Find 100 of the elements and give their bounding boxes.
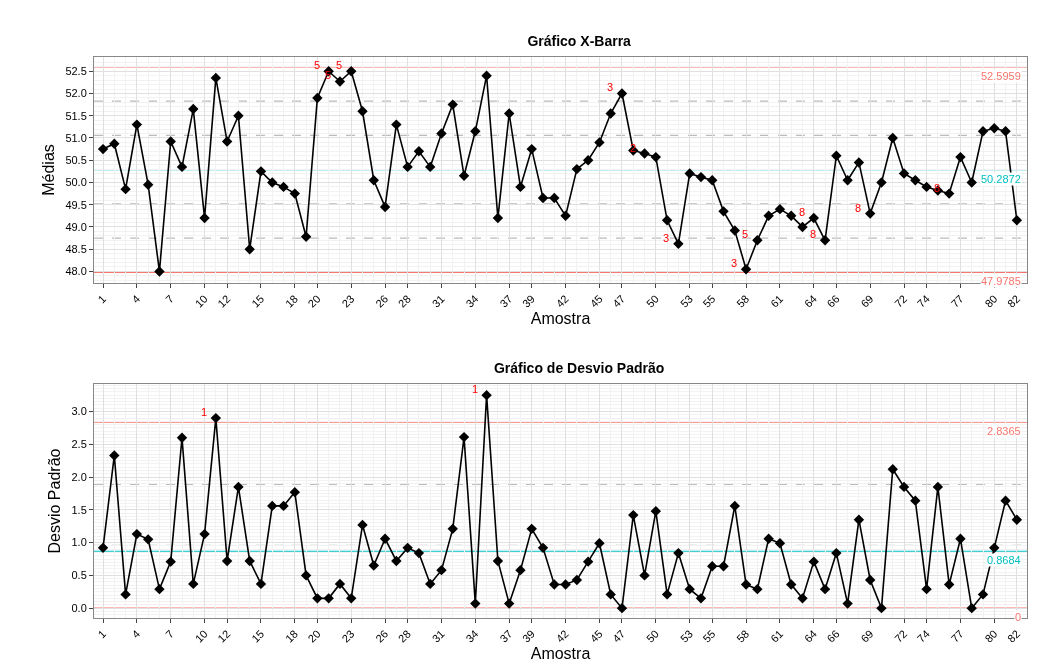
x-tick-label: 4 bbox=[129, 627, 143, 641]
ref-line-label: 0.8684 bbox=[987, 554, 1021, 566]
x-tick-label: 45 bbox=[587, 627, 605, 645]
x-tick-label: 64 bbox=[801, 627, 820, 645]
x-tick-label: 74 bbox=[914, 627, 932, 645]
y-tick-label: 48.5 bbox=[65, 243, 87, 256]
annotation: 5 bbox=[336, 59, 343, 71]
y-tick-label: 2.0 bbox=[71, 470, 87, 483]
x-tick-label: 15 bbox=[249, 627, 267, 645]
x-tick-label: 12 bbox=[215, 627, 233, 645]
x-tick-label: 23 bbox=[339, 627, 357, 645]
x-tick-label: 7 bbox=[163, 292, 177, 306]
y-tick-label: 49.0 bbox=[65, 220, 87, 233]
y-tick-label: 50.0 bbox=[65, 176, 87, 189]
x-tick-label: 80 bbox=[982, 627, 1000, 645]
y-tick-label: 2.5 bbox=[71, 438, 87, 451]
x-tick-label: 1 bbox=[95, 292, 109, 306]
x-tick-label: 72 bbox=[892, 627, 910, 645]
x-tick-label: 10 bbox=[192, 292, 210, 310]
x-tick-label: 26 bbox=[373, 627, 391, 645]
x-tick-label: 77 bbox=[948, 292, 966, 310]
x-tick-label: 66 bbox=[824, 292, 842, 310]
annotation: 5 bbox=[742, 228, 749, 240]
x-tick-label: 53 bbox=[677, 292, 695, 310]
y-tick-label: 50.5 bbox=[65, 154, 87, 167]
y-tick-label: 51.0 bbox=[65, 131, 87, 144]
x-tick-label: 80 bbox=[982, 292, 1000, 310]
x-tick-label: 15 bbox=[249, 292, 267, 310]
x-tick-label: 26 bbox=[373, 292, 391, 310]
x-tick-label: 72 bbox=[892, 292, 910, 310]
x-tick-label: 74 bbox=[914, 292, 932, 310]
x-tick-label: 53 bbox=[677, 627, 695, 645]
x-axis-title: Amostra bbox=[530, 644, 591, 662]
x-axis-title: Amostra bbox=[530, 309, 591, 327]
annotation: 5 bbox=[314, 59, 321, 71]
x-tick-label: 66 bbox=[824, 627, 842, 645]
y-tick-label: 3.0 bbox=[71, 405, 87, 418]
y-axis-title: Desvio Padrão bbox=[46, 448, 64, 554]
x-tick-label: 58 bbox=[734, 627, 752, 645]
chart-title: Gráfico X-Barra bbox=[527, 32, 632, 49]
y-tick-label: 48.0 bbox=[65, 265, 87, 278]
x-tick-label: 23 bbox=[339, 292, 357, 310]
x-tick-label: 77 bbox=[948, 627, 966, 645]
x-tick-label: 45 bbox=[587, 292, 605, 310]
x-tick-label: 37 bbox=[497, 627, 515, 645]
x-tick-label: 55 bbox=[700, 292, 718, 310]
ref-line-label: 2.8365 bbox=[987, 425, 1021, 437]
x-tick-label: 28 bbox=[395, 292, 413, 310]
x-tick-label: 34 bbox=[463, 292, 481, 310]
ref-line-label: 0 bbox=[1015, 611, 1022, 623]
x-tick-label: 4 bbox=[129, 292, 143, 306]
x-tick-label: 42 bbox=[553, 292, 571, 310]
ref-line-label: 50.2872 bbox=[981, 173, 1021, 185]
annotation: 1 bbox=[201, 406, 208, 418]
annotation: 8 bbox=[810, 228, 817, 240]
x-tick-label: 61 bbox=[768, 292, 786, 310]
annotation: 3 bbox=[731, 257, 738, 269]
y-tick-label: 51.5 bbox=[65, 109, 87, 122]
annotation: 3 bbox=[607, 81, 614, 93]
x-tick-label: 10 bbox=[192, 627, 210, 645]
annotation: 1 bbox=[472, 383, 479, 395]
x-tick-label: 61 bbox=[768, 627, 786, 645]
ref-line-label: 52.5959 bbox=[981, 70, 1021, 82]
annotation: 8 bbox=[799, 206, 806, 218]
y-tick-label: 1.0 bbox=[71, 536, 87, 549]
x-tick-label: 18 bbox=[282, 627, 301, 645]
y-tick-label: 52.0 bbox=[65, 87, 87, 100]
x-tick-label: 55 bbox=[700, 627, 718, 645]
x-tick-label: 39 bbox=[519, 627, 538, 645]
y-axis-title: Médias bbox=[40, 144, 58, 196]
y-tick-label: 52.5 bbox=[65, 65, 87, 78]
y-tick-label: 0.5 bbox=[71, 569, 87, 582]
x-tick-label: 47 bbox=[610, 292, 628, 310]
y-tick-label: 0.0 bbox=[71, 602, 87, 615]
x-tick-label: 50 bbox=[643, 292, 662, 310]
ref-line-label: 47.9785 bbox=[981, 275, 1021, 287]
chart-title: Gráfico de Desvio Padrão bbox=[493, 359, 665, 376]
x-tick-label: 42 bbox=[553, 627, 571, 645]
x-tick-label: 31 bbox=[429, 292, 447, 310]
y-tick-label: 49.5 bbox=[65, 198, 87, 211]
x-tick-label: 1 bbox=[95, 627, 109, 641]
y-tick-label: 1.5 bbox=[71, 503, 87, 516]
x-tick-label: 82 bbox=[1005, 627, 1023, 645]
x-tick-label: 7 bbox=[163, 627, 177, 641]
x-tick-label: 34 bbox=[463, 627, 481, 645]
x-tick-label: 82 bbox=[1005, 292, 1023, 310]
x-tick-label: 12 bbox=[215, 292, 233, 310]
x-tick-label: 69 bbox=[858, 627, 876, 645]
x-tick-label: 37 bbox=[497, 292, 515, 310]
x-tick-label: 39 bbox=[519, 292, 538, 310]
x-tick-label: 31 bbox=[429, 627, 447, 645]
x-tick-label: 58 bbox=[734, 292, 752, 310]
x-tick-label: 20 bbox=[305, 627, 323, 645]
x-tick-label: 18 bbox=[282, 292, 301, 310]
x-tick-label: 69 bbox=[858, 292, 876, 310]
annotation: 3 bbox=[663, 232, 670, 244]
annotation: 8 bbox=[855, 202, 862, 214]
x-tick-label: 47 bbox=[610, 627, 628, 645]
x-tick-label: 20 bbox=[305, 292, 323, 310]
x-tick-label: 50 bbox=[643, 627, 662, 645]
